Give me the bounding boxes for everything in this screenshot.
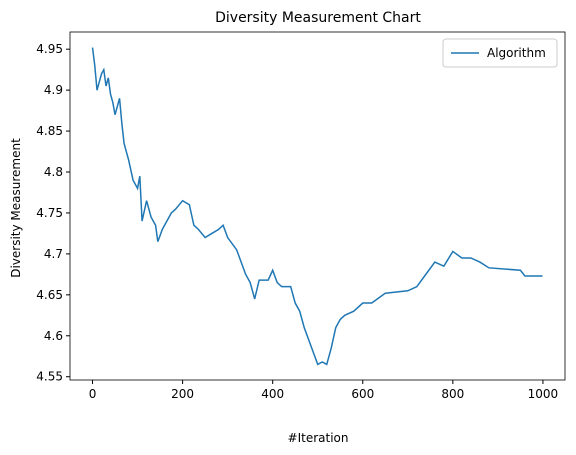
y-tick-label: 4.6 [44, 329, 63, 343]
y-tick-label: 4.8 [44, 165, 63, 179]
data-line [91, 47, 543, 366]
chart-title: Diversity Measurement Chart [215, 10, 421, 26]
y-tick-label: 4.55 [36, 370, 63, 384]
legend-box [442, 38, 558, 68]
x-tick-label: 600 [351, 387, 374, 401]
y-tick-label: 4.85 [36, 124, 63, 138]
x-tick-label: 1000 [528, 387, 559, 401]
x-tick-label: 400 [261, 387, 284, 401]
y-tick-label: 4.65 [36, 288, 63, 302]
y-tick-label: 4.95 [36, 42, 63, 56]
axes-frame [69, 31, 566, 381]
x-axis-label: #Iteration [288, 431, 349, 445]
legend-label: Algorithm [487, 46, 546, 60]
y-tick-label: 4.75 [36, 206, 63, 220]
y-tick-label: 4.7 [44, 247, 63, 261]
x-tick-label: 800 [441, 387, 464, 401]
x-tick-label: 200 [171, 387, 194, 401]
y-tick-label: 4.9 [44, 83, 63, 97]
x-tick-label: 0 [89, 387, 97, 401]
y-axis-label: Diversity Measurement [9, 138, 23, 278]
